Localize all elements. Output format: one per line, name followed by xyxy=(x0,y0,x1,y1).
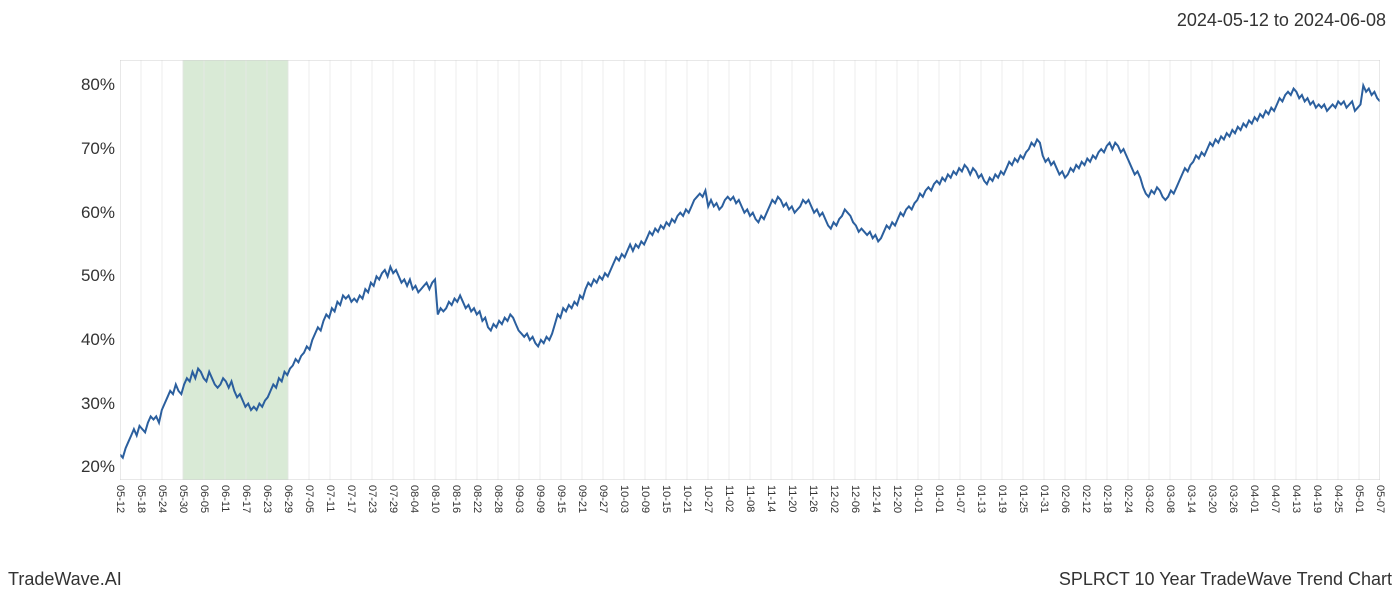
x-tick-label: 04-19 xyxy=(1311,485,1323,513)
y-tick-label: 70% xyxy=(81,139,115,159)
x-tick-label: 08-16 xyxy=(450,485,462,513)
y-tick-label: 20% xyxy=(81,457,115,477)
y-axis: 20% 30% 40% 50% 60% 70% 80% xyxy=(60,60,115,480)
x-tick-label: 09-15 xyxy=(555,485,567,513)
x-tick-label: 11-08 xyxy=(744,485,756,512)
x-tick-label: 12-14 xyxy=(870,485,882,513)
x-tick-label: 10-03 xyxy=(618,485,630,513)
x-tick-label: 06-29 xyxy=(282,485,294,513)
x-tick-label: 01-19 xyxy=(996,485,1008,513)
brand-label: TradeWave.AI xyxy=(8,569,122,590)
y-tick-label: 50% xyxy=(81,266,115,286)
x-tick-label: 02-18 xyxy=(1101,485,1113,513)
x-tick-label: 05-24 xyxy=(156,485,168,513)
x-tick-label: 09-09 xyxy=(534,485,546,513)
x-tick-label: 12-06 xyxy=(849,485,861,513)
x-tick-label: 01-25 xyxy=(1017,485,1029,513)
x-tick-label: 04-25 xyxy=(1332,485,1344,513)
x-tick-label: 09-03 xyxy=(513,485,525,513)
x-tick-label: 12-02 xyxy=(828,485,840,513)
x-tick-label: 02-12 xyxy=(1080,485,1092,513)
x-tick-label: 02-24 xyxy=(1122,485,1134,513)
x-tick-label: 04-13 xyxy=(1290,485,1302,513)
x-tick-label: 06-05 xyxy=(198,485,210,513)
trend-chart xyxy=(120,60,1380,480)
x-tick-label: 10-09 xyxy=(639,485,651,513)
x-tick-label: 04-01 xyxy=(1248,485,1260,513)
x-tick-label: 01-07 xyxy=(954,485,966,513)
x-tick-label: 05-07 xyxy=(1374,485,1386,513)
x-tick-label: 09-27 xyxy=(597,485,609,513)
x-tick-label: 11-26 xyxy=(807,485,819,512)
y-tick-label: 60% xyxy=(81,203,115,223)
x-tick-label: 07-23 xyxy=(366,485,378,513)
x-tick-label: 02-06 xyxy=(1059,485,1071,513)
x-tick-label: 01-01 xyxy=(933,485,945,513)
x-tick-label: 07-05 xyxy=(303,485,315,513)
x-tick-label: 01-13 xyxy=(975,485,987,513)
x-tick-label: 05-01 xyxy=(1353,485,1365,513)
x-tick-label: 11-20 xyxy=(786,485,798,512)
x-tick-label: 10-15 xyxy=(660,485,672,513)
x-tick-label: 11-02 xyxy=(723,485,735,512)
x-tick-label: 01-01 xyxy=(912,485,924,513)
chart-title: SPLRCT 10 Year TradeWave Trend Chart xyxy=(1059,569,1392,590)
x-tick-label: 08-10 xyxy=(429,485,441,513)
x-tick-label: 06-17 xyxy=(240,485,252,513)
y-tick-label: 80% xyxy=(81,75,115,95)
x-tick-label: 12-20 xyxy=(891,485,903,513)
x-tick-label: 10-21 xyxy=(681,485,693,513)
x-tick-label: 09-21 xyxy=(576,485,588,513)
x-tick-label: 04-07 xyxy=(1269,485,1281,513)
x-tick-label: 07-11 xyxy=(324,485,336,512)
y-tick-label: 30% xyxy=(81,394,115,414)
x-tick-label: 05-30 xyxy=(177,485,189,513)
x-tick-label: 07-29 xyxy=(387,485,399,513)
x-tick-label: 11-14 xyxy=(765,485,777,512)
x-tick-label: 03-26 xyxy=(1227,485,1239,513)
x-tick-label: 05-18 xyxy=(135,485,147,513)
x-tick-label: 03-20 xyxy=(1206,485,1218,513)
x-tick-label: 07-17 xyxy=(345,485,357,513)
x-tick-label: 05-12 xyxy=(114,485,126,513)
x-tick-label: 01-31 xyxy=(1038,485,1050,513)
x-tick-label: 08-22 xyxy=(471,485,483,513)
chart-svg xyxy=(120,60,1380,480)
x-tick-label: 03-14 xyxy=(1185,485,1197,513)
x-tick-label: 03-08 xyxy=(1164,485,1176,513)
x-tick-label: 10-27 xyxy=(702,485,714,513)
x-tick-label: 06-23 xyxy=(261,485,273,513)
date-range-label: 2024-05-12 to 2024-06-08 xyxy=(1177,10,1386,31)
x-tick-label: 03-02 xyxy=(1143,485,1155,513)
y-tick-label: 40% xyxy=(81,330,115,350)
x-tick-label: 06-11 xyxy=(219,485,231,512)
x-tick-label: 08-28 xyxy=(492,485,504,513)
x-tick-label: 08-04 xyxy=(408,485,420,513)
x-axis: 05-1205-1805-2405-3006-0506-1106-1706-23… xyxy=(120,485,1380,555)
